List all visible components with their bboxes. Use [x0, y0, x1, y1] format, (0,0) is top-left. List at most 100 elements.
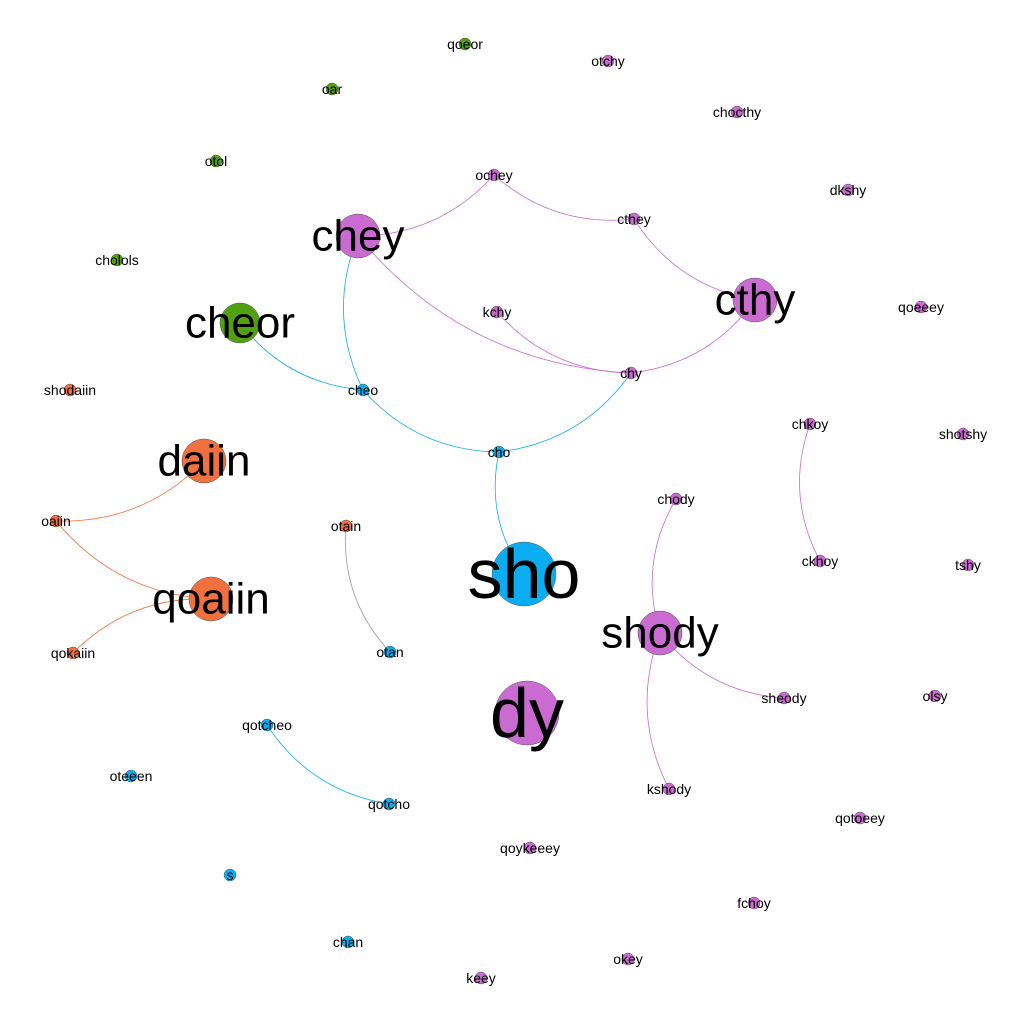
node-qotoeey: qotoeey: [835, 810, 885, 826]
node-circle-sho: [491, 541, 557, 607]
node-kshody: kshody: [647, 781, 691, 797]
node-chocthy: chocthy: [713, 104, 761, 120]
node-circle-shotshy: [956, 427, 970, 441]
node-circle-chey: [335, 213, 381, 259]
node-circle-cho: [492, 445, 506, 459]
node-label-chy: chy: [620, 365, 642, 381]
edge-cheo-cho: [362, 389, 500, 453]
node-qotcheo: qotcheo: [242, 717, 292, 733]
node-oar: oar: [322, 81, 343, 97]
node-label-qotcheo: qotcheo: [242, 717, 292, 733]
node-circle-qokaiin: [66, 646, 80, 660]
node-circle-oaiin: [49, 514, 63, 528]
node-label-sheody: sheody: [761, 690, 806, 706]
node-cthy: cthy: [715, 276, 796, 325]
node-circle-cthy: [732, 277, 778, 323]
node-label-qotoeey: qotoeey: [835, 810, 885, 826]
node-chody: chody: [657, 491, 694, 507]
node-label-tshy: tshy: [955, 557, 981, 573]
node-shodaiin: shodaiin: [44, 382, 96, 398]
node-keey: keey: [466, 970, 496, 986]
node-dy: dy: [490, 674, 564, 752]
node-label-qoaiin: qoaiin: [152, 575, 269, 624]
node-label-fchoy: fchoy: [737, 895, 770, 911]
node-circle-otchy: [601, 54, 615, 68]
node-label-cthey: cthey: [617, 211, 650, 227]
node-okey: okey: [613, 951, 643, 967]
node-label-shotshy: shotshy: [939, 426, 987, 442]
edge-qotcheo-qotcho: [266, 724, 390, 805]
node-circle-fchoy: [747, 896, 761, 910]
node-shody: shody: [601, 609, 718, 658]
edge-kchy-chy: [496, 311, 632, 374]
node-label-chkoy: chkoy: [792, 416, 829, 432]
edge-cho-chy: [498, 372, 632, 453]
node-label-chan: chan: [333, 934, 363, 950]
node-label-otchy: otchy: [591, 53, 624, 69]
node-label-kshody: kshody: [647, 781, 691, 797]
node-label-olsy: olsy: [923, 688, 948, 704]
node-label-cheo: cheo: [348, 382, 379, 398]
node-label-dkshy: dkshy: [830, 182, 867, 198]
node-circle-shody: [637, 610, 683, 656]
node-circle-dkshy: [841, 183, 855, 197]
node-otain: otain: [331, 518, 361, 534]
edge-otain-otan: [345, 525, 391, 653]
node-circle-qoeor: [458, 37, 472, 51]
node-label-oteeen: oteeen: [110, 768, 153, 784]
node-circle-cheo: [356, 383, 370, 397]
node-label-oaiin: oaiin: [41, 513, 71, 529]
node-label-qotcho: qotcho: [368, 796, 410, 812]
node-circle-qotcheo: [260, 718, 274, 732]
node-chy: chy: [620, 365, 642, 381]
node-label-qoeor: qoeor: [447, 36, 483, 52]
node-circle-kchy: [490, 305, 504, 319]
node-label-shodaiin: shodaiin: [44, 382, 96, 398]
edge-chey-chy: [357, 235, 632, 374]
node-label-chey: chey: [312, 212, 405, 261]
node-olsy: olsy: [923, 688, 948, 704]
node-circle-qoeeey: [914, 300, 928, 314]
node-sheody: sheody: [761, 690, 806, 706]
node-chol: cholols: [95, 252, 139, 268]
node-circle-chan: [341, 935, 355, 949]
node-cheor: cheor: [185, 299, 295, 348]
node-otan: otan: [376, 644, 403, 660]
node-circle-shodaiin: [63, 383, 77, 397]
node-circle-okey: [621, 952, 635, 966]
node-circle-kshody: [662, 782, 676, 796]
node-circle-chody: [669, 492, 683, 506]
node-label-s: s: [227, 867, 234, 883]
node-otchy: otchy: [591, 53, 624, 69]
node-chan: chan: [333, 934, 363, 950]
node-label-qoykeeey: qoykeeey: [500, 840, 560, 856]
node-label-okey: okey: [613, 951, 643, 967]
node-cthey: cthey: [617, 211, 650, 227]
node-label-qoeeey: qoeeey: [898, 299, 944, 315]
node-label-oar: oar: [322, 81, 343, 97]
node-label-ckhoy: ckhoy: [802, 553, 839, 569]
node-qotcho: qotcho: [368, 796, 410, 812]
node-label-otan: otan: [376, 644, 403, 660]
node-circle-oteeen: [124, 769, 138, 783]
node-label-otol: otol: [205, 153, 228, 169]
node-cho: cho: [488, 444, 511, 460]
node-circle-cheor: [219, 302, 261, 344]
node-circle-otol: [209, 154, 223, 168]
node-s: s: [223, 867, 237, 883]
node-shotshy: shotshy: [939, 426, 987, 442]
node-circle-qotoeey: [853, 811, 867, 825]
node-label-chocthy: chocthy: [713, 104, 761, 120]
node-chkoy: chkoy: [792, 416, 829, 432]
node-circle-ckhoy: [813, 554, 827, 568]
edge-ochey-cthey: [493, 174, 635, 221]
node-chey: chey: [312, 212, 405, 261]
edge-chkoy-ckhoy: [799, 423, 821, 562]
node-circle-oar: [325, 82, 339, 96]
node-label-cho: cho: [488, 444, 511, 460]
node-qoykeeey: qoykeeey: [500, 840, 560, 856]
edges-layer: [55, 174, 821, 805]
node-qoeor: qoeor: [447, 36, 483, 52]
nodes-layer: qoeorotchyoarchocthyotolocheydkshyctheyc…: [41, 36, 987, 986]
node-label-ochey: ochey: [475, 167, 512, 183]
